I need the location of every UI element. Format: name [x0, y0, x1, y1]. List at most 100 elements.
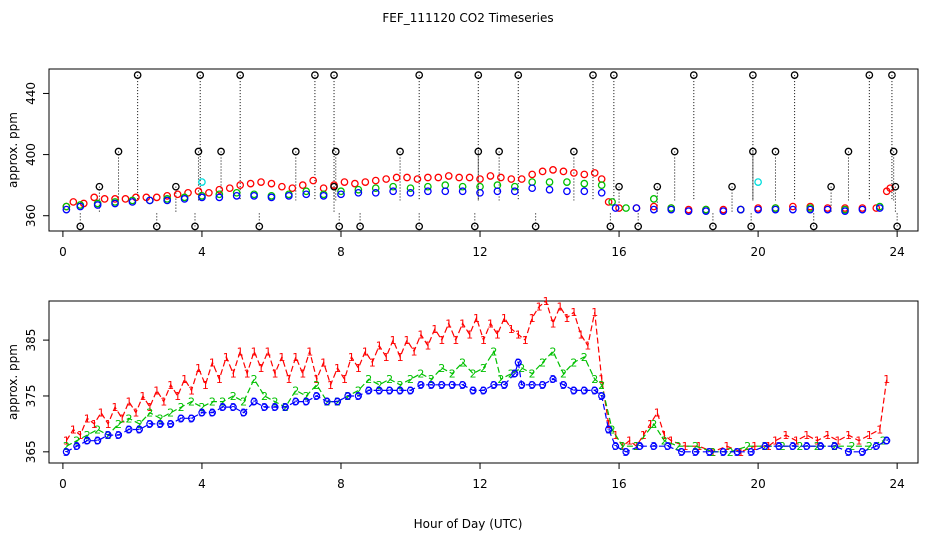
- point-label-1: 1: [355, 362, 362, 375]
- point-label-3: 3: [501, 379, 508, 392]
- point-blue: [754, 205, 762, 214]
- point-green: [215, 190, 224, 199]
- point-black: [236, 71, 245, 79]
- point-green: [62, 202, 71, 211]
- point-label-1: 1: [112, 401, 119, 414]
- point-label-3: 3: [209, 407, 216, 420]
- point-red: [225, 184, 234, 193]
- point-label-2: 2: [518, 362, 525, 375]
- point-label-3: 3: [230, 401, 237, 414]
- top-panel-axes: 0 4 8 12 16 20 24 360 400 440: [24, 82, 905, 259]
- point-green: [371, 184, 380, 193]
- point-blue: [841, 207, 849, 215]
- point-label-3: 3: [417, 379, 424, 392]
- point-black: [749, 71, 757, 79]
- point-label-1: 1: [299, 368, 306, 381]
- point-green: [441, 181, 450, 190]
- point-label-3: 3: [73, 440, 80, 453]
- point-blue: [323, 397, 331, 406]
- point-blue: [858, 205, 867, 214]
- point-blue: [337, 190, 345, 199]
- point-label-3: 3: [831, 440, 838, 453]
- point-black: [474, 147, 483, 156]
- point-label-2: 2: [570, 356, 577, 369]
- point-blue: [406, 386, 415, 394]
- point-label-1: 1: [118, 412, 125, 425]
- point-blue: [145, 196, 154, 205]
- point-label-1: 1: [188, 384, 195, 397]
- point-label-3: 3: [303, 396, 310, 409]
- point-blue: [817, 442, 825, 450]
- point-blue: [76, 202, 85, 211]
- point-blue: [493, 187, 502, 196]
- point-red: [205, 188, 213, 197]
- point-blue: [62, 205, 71, 214]
- point-label-1: 1: [237, 345, 244, 358]
- point-label-2: 2: [136, 418, 143, 431]
- y-tick-label: 440: [24, 82, 38, 105]
- point-label-1: 1: [264, 345, 271, 358]
- point-black: [531, 222, 540, 231]
- point-red: [173, 190, 182, 199]
- point-label-1: 1: [845, 429, 852, 442]
- point-label-1: 1: [824, 429, 831, 442]
- point-label-2: 2: [73, 435, 80, 448]
- point-red: [278, 182, 286, 191]
- point-blue: [83, 437, 91, 445]
- point-label-1: 1: [410, 345, 417, 358]
- point-black: [889, 147, 898, 156]
- point-label-1: 1: [598, 373, 605, 386]
- point-label-3: 3: [157, 418, 164, 431]
- x-tick-label: 8: [337, 245, 345, 259]
- point-label-1: 1: [216, 373, 223, 386]
- point-black: [76, 222, 85, 231]
- point-label-2: 2: [560, 368, 567, 381]
- point-blue: [597, 188, 606, 197]
- point-blue: [830, 442, 839, 450]
- x-tick-label: 20: [750, 245, 765, 259]
- point-green: [649, 195, 658, 203]
- x-tick-label: 0: [59, 245, 67, 259]
- point-red: [549, 166, 557, 174]
- point-red: [361, 178, 370, 186]
- point-label-3: 3: [803, 440, 810, 453]
- point-black: [330, 71, 338, 79]
- point-red: [465, 173, 474, 182]
- point-label-3: 3: [789, 440, 796, 453]
- point-label-3: 3: [115, 429, 122, 442]
- point-black: [514, 71, 523, 79]
- point-black: [615, 182, 623, 191]
- point-blue: [632, 204, 641, 212]
- point-black: [95, 182, 104, 191]
- point-black: [771, 147, 780, 156]
- point-blue: [580, 386, 588, 394]
- point-black: [790, 71, 799, 79]
- point-red: [288, 184, 297, 193]
- point-label-2: 2: [581, 351, 588, 364]
- point-black: [217, 147, 225, 156]
- point-label-2: 2: [480, 362, 487, 375]
- point-label-1: 1: [98, 407, 105, 420]
- point-label-2: 2: [63, 440, 70, 453]
- point-blue: [528, 184, 537, 193]
- point-blue: [104, 431, 112, 439]
- point-label-3: 3: [762, 440, 769, 453]
- point-blue: [823, 205, 832, 214]
- point-label-3: 3: [598, 390, 605, 403]
- point-label-1: 1: [167, 379, 174, 392]
- point-label-2: 2: [619, 440, 626, 453]
- point-red: [789, 202, 797, 211]
- point-label-2: 2: [598, 379, 605, 392]
- point-green: [354, 185, 363, 194]
- point-label-1: 1: [668, 435, 675, 448]
- point-label-1: 1: [327, 379, 334, 392]
- point-blue: [611, 442, 620, 450]
- point-red: [570, 169, 578, 177]
- x-tick-label: 0: [59, 477, 67, 491]
- point-red: [100, 195, 109, 203]
- point-label-3: 3: [240, 407, 247, 420]
- y-tick-label: 360: [24, 204, 38, 227]
- point-blue: [333, 397, 342, 406]
- bottom-panel: approx. ppm 11 11 111111111111111111111111…: [6, 295, 919, 491]
- point-label-1: 1: [63, 435, 70, 448]
